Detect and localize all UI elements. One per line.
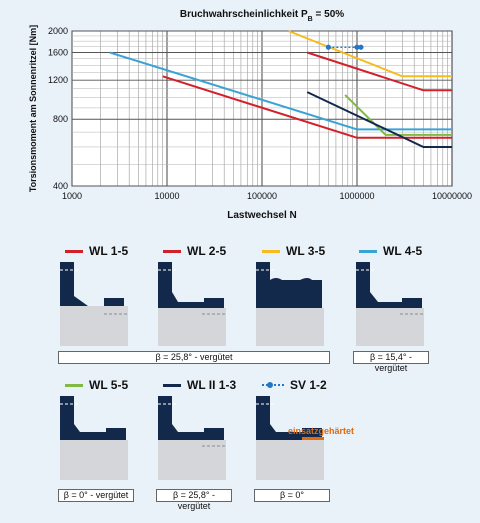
gear-section-wl-4-5 [356, 262, 424, 346]
legend-swatch [163, 249, 181, 253]
series-line-wl-2-5 [306, 51, 452, 92]
legend-swatch [359, 249, 377, 253]
fatigue-chart: 1000 10000 100000 1000000 10000000 400 800 1200… [28, 9, 472, 221]
y-tick-label: 800 [53, 114, 68, 124]
legend-wl-3-5: WL 3-5 [262, 244, 325, 258]
x-tick-label: 1000 [62, 191, 82, 201]
gear-section-sv-1-2 [256, 396, 324, 480]
series-point-sv-1-2 [325, 44, 332, 50]
legend-label: WL 4-5 [383, 244, 423, 258]
hardened-label: einsatzgehärtet [288, 426, 355, 436]
series-point-sv-1-2 [354, 44, 360, 50]
gear-section-wl-5-5 [60, 396, 128, 480]
legend-wl-4-5: WL 4-5 [359, 244, 422, 258]
legend-swatch [65, 249, 83, 253]
legend-wl-5-5: WL 5-5 [65, 378, 128, 392]
legend-swatch [262, 382, 286, 388]
y-tick-label: 1600 [48, 47, 68, 57]
note-beta-25-8: β = 25,8° - vergütet [58, 351, 330, 364]
series-line-wl-ii-1-3 [306, 91, 452, 148]
x-tick-label: 1000000 [339, 191, 374, 201]
x-axis-label: Lastwechsel N [227, 210, 296, 221]
y-axis-label: Torsionsmoment am Sonnenritzel [Nm] [28, 25, 38, 192]
legend-sv-1-2: SV 1-2 [262, 378, 327, 392]
x-tick-label: 100000 [247, 191, 277, 201]
legend-swatch [163, 383, 181, 387]
legend-wl-ii-1-3: WL II 1-3 [163, 378, 236, 392]
chart-title: Bruchwahrscheinlichkeit PB = 50% [180, 9, 344, 23]
gear-section-wl-1-5 [60, 262, 128, 346]
x-tick-label: 10000000 [432, 191, 472, 201]
legend-label: WL 2-5 [187, 244, 227, 258]
series-line-wl-5-5 [344, 94, 452, 136]
legend-label: WL 1-5 [89, 244, 129, 258]
legend-wl-1-5: WL 1-5 [65, 244, 128, 258]
y-tick-label: 400 [53, 181, 68, 191]
gear-section-wl-2-5 [158, 262, 226, 346]
y-tick-label: 1200 [48, 75, 68, 85]
legend-label: SV 1-2 [290, 378, 327, 392]
note-beta-0-a: β = 0° - vergütet [58, 489, 134, 502]
legend-label: WL II 1-3 [187, 378, 237, 392]
legend-label: WL 5-5 [89, 378, 129, 392]
legend-label: WL 3-5 [286, 244, 326, 258]
legend-wl-2-5: WL 2-5 [163, 244, 226, 258]
note-beta-25-8-b: β = 25,8° - vergütet [156, 489, 232, 511]
note-beta-0-c: β = 0° [254, 489, 330, 502]
x-tick-label: 10000 [154, 191, 179, 201]
series-point-sv-1-2 [358, 44, 364, 50]
note-beta-15-4: β = 15,4° - vergütet [353, 351, 429, 373]
legend-swatch [262, 249, 280, 253]
gear-section-wl-ii-1-3 [158, 396, 226, 480]
legend-swatch [65, 383, 83, 387]
gear-section-wl-3-5 [256, 262, 324, 346]
series-line-wl-4-5 [109, 51, 452, 131]
series-line-wl-1-5 [162, 75, 452, 139]
y-tick-label: 2000 [48, 26, 68, 36]
